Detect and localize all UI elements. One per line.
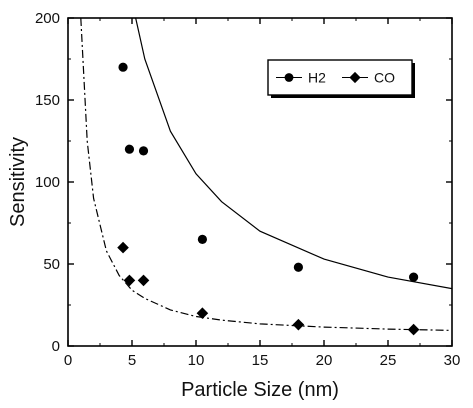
axes: 0 5 10 15 20 25 30 0 50 100 150 200 bbox=[35, 10, 460, 369]
x-tick-label: 5 bbox=[128, 352, 136, 369]
data-point-h2 bbox=[197, 234, 207, 244]
legend-marker-co bbox=[349, 71, 361, 84]
data-point-h2 bbox=[138, 146, 149, 156]
x-axis-title: Particle Size (nm) bbox=[181, 379, 339, 401]
data-point-co bbox=[196, 307, 209, 319]
data-point-h2 bbox=[124, 144, 135, 154]
fit-curves bbox=[80, 18, 452, 331]
data-point-h2 bbox=[293, 262, 303, 272]
y-tick-label: 100 bbox=[35, 174, 60, 191]
x-tick-label: 10 bbox=[188, 352, 205, 369]
fit-curve-h2 bbox=[135, 18, 452, 290]
data-point-co bbox=[292, 318, 305, 331]
data-point-h2 bbox=[409, 272, 419, 282]
data-point-co bbox=[117, 241, 129, 254]
x-tick-label: 20 bbox=[316, 352, 333, 369]
legend-label-co: CO bbox=[374, 70, 395, 86]
y-tick-label: 50 bbox=[43, 256, 60, 273]
data-point-h2 bbox=[118, 62, 128, 72]
y-tick-label: 200 bbox=[35, 10, 60, 27]
y-axis-title: Sensitivity bbox=[7, 137, 29, 227]
y-tick-label: 0 bbox=[52, 338, 60, 355]
y-tick-label: 150 bbox=[35, 92, 60, 109]
legend-marker-h2 bbox=[284, 73, 294, 82]
fit-curve-co bbox=[80, 18, 452, 331]
x-tick-label: 25 bbox=[380, 352, 397, 369]
x-tick-label: 15 bbox=[252, 352, 269, 369]
data-point-co bbox=[407, 323, 420, 336]
x-tick-label: 0 bbox=[64, 352, 72, 369]
data-point-co bbox=[137, 274, 150, 287]
legend-label-h2: H2 bbox=[308, 70, 326, 86]
data-points bbox=[117, 62, 420, 336]
legend: H2 CO bbox=[267, 59, 415, 98]
x-tick-label: 30 bbox=[444, 352, 461, 369]
data-point-co bbox=[123, 274, 136, 287]
